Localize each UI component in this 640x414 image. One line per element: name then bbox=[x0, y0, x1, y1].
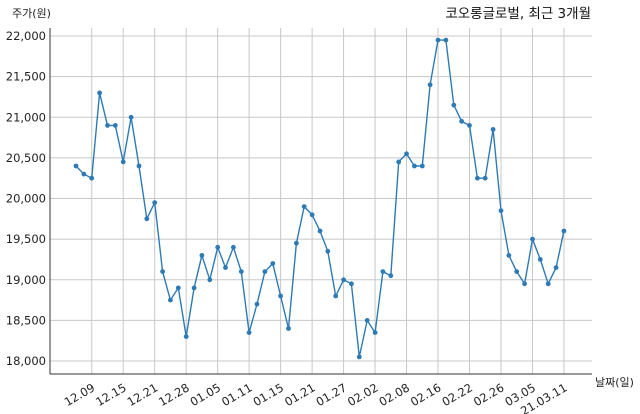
data-point bbox=[404, 151, 409, 157]
x-tick-label: 02.16 bbox=[408, 380, 444, 409]
data-point bbox=[482, 175, 488, 181]
data-point bbox=[349, 281, 354, 287]
data-point bbox=[136, 163, 142, 169]
data-point bbox=[73, 163, 79, 169]
data-point bbox=[105, 123, 110, 128]
data-point bbox=[561, 228, 567, 234]
data-point bbox=[498, 208, 504, 214]
y-tick-label: 19,000 bbox=[6, 273, 46, 287]
x-tick-label: 02.22 bbox=[439, 380, 475, 409]
data-point bbox=[325, 248, 331, 254]
data-point bbox=[128, 114, 134, 120]
y-tick-label: 18,500 bbox=[6, 313, 46, 327]
data-point bbox=[380, 269, 386, 274]
y-tick-labels: 18,000 18,500 19,000 19,500 20,000 20,500 21,0… bbox=[6, 29, 46, 368]
data-point bbox=[459, 118, 464, 124]
data-point bbox=[223, 265, 228, 270]
data-point bbox=[553, 265, 559, 270]
data-point bbox=[506, 253, 512, 258]
data-point bbox=[81, 171, 87, 177]
x-tick-label: 02.26 bbox=[471, 380, 507, 409]
data-point bbox=[278, 293, 283, 299]
data-point bbox=[356, 354, 362, 360]
data-point bbox=[144, 216, 150, 222]
y-tick-label: 18,000 bbox=[6, 354, 46, 368]
chart-title: 코오롱글로벌, 최근 3개월 bbox=[445, 6, 591, 22]
data-point bbox=[199, 253, 205, 258]
data-point bbox=[412, 163, 417, 169]
y-axis-label: 주가(원) bbox=[12, 7, 51, 20]
data-point bbox=[467, 123, 472, 128]
y-tick-label: 21,000 bbox=[6, 110, 46, 124]
x-tick-label: 01.21 bbox=[282, 380, 318, 409]
data-point bbox=[530, 236, 535, 242]
data-point bbox=[168, 297, 173, 303]
data-point bbox=[514, 269, 520, 274]
grid bbox=[50, 28, 592, 374]
data-point bbox=[152, 200, 158, 206]
y-tick-label: 22,000 bbox=[6, 29, 46, 43]
x-tick-label: 01.15 bbox=[251, 380, 287, 409]
data-point bbox=[246, 330, 252, 335]
data-point bbox=[490, 126, 496, 132]
data-point bbox=[372, 330, 378, 335]
data-point bbox=[475, 175, 480, 181]
data-point bbox=[522, 281, 527, 287]
data-point bbox=[231, 244, 236, 250]
data-point bbox=[89, 175, 95, 181]
data-point bbox=[537, 257, 543, 262]
data-point bbox=[364, 318, 370, 323]
data-point bbox=[120, 159, 126, 165]
x-tick-label: 12.09 bbox=[62, 380, 98, 409]
data-point bbox=[175, 285, 181, 291]
data-point bbox=[238, 269, 244, 274]
data-point bbox=[183, 334, 189, 339]
data-point bbox=[333, 293, 339, 299]
x-tick-label: 12.21 bbox=[125, 380, 161, 409]
x-tick-labels: 12.0912.1512.2112.2801.0501.1101.1501.21… bbox=[62, 380, 570, 414]
data-point bbox=[207, 277, 213, 283]
x-tick-label: 12.15 bbox=[93, 380, 129, 409]
data-point bbox=[341, 277, 346, 283]
data-point bbox=[215, 244, 221, 250]
data-point bbox=[309, 212, 315, 218]
x-axis-label: 날짜(일) bbox=[595, 375, 634, 389]
data-point bbox=[286, 326, 291, 331]
x-tick-label: 02.08 bbox=[377, 380, 413, 409]
data-point bbox=[254, 301, 260, 307]
axes bbox=[49, 28, 592, 375]
x-tick-label: 01.11 bbox=[219, 380, 255, 409]
data-point bbox=[262, 269, 268, 274]
data-point bbox=[301, 204, 307, 210]
data-point bbox=[443, 37, 449, 43]
data-point bbox=[451, 102, 457, 108]
x-tick-label: 02.02 bbox=[345, 380, 381, 409]
data-point bbox=[427, 82, 433, 88]
data-point bbox=[270, 261, 276, 266]
data-points bbox=[73, 37, 567, 360]
x-tick-label: 12.28 bbox=[156, 380, 192, 409]
data-point bbox=[294, 240, 299, 246]
y-tick-label: 19,500 bbox=[6, 232, 46, 246]
data-point bbox=[191, 285, 197, 291]
data-point bbox=[435, 37, 441, 43]
y-tick-label: 20,500 bbox=[6, 151, 46, 165]
x-tick-label: 01.27 bbox=[314, 380, 350, 409]
data-point bbox=[97, 90, 102, 96]
data-point bbox=[160, 269, 166, 274]
data-point bbox=[545, 281, 551, 287]
y-tick-label: 20,000 bbox=[6, 192, 46, 206]
y-tick-label: 21,500 bbox=[6, 70, 46, 84]
data-point bbox=[396, 159, 402, 165]
data-point bbox=[317, 228, 323, 234]
x-tick-label: 01.05 bbox=[188, 380, 224, 409]
data-point bbox=[112, 123, 118, 128]
data-point bbox=[388, 273, 394, 279]
data-point bbox=[419, 163, 425, 169]
